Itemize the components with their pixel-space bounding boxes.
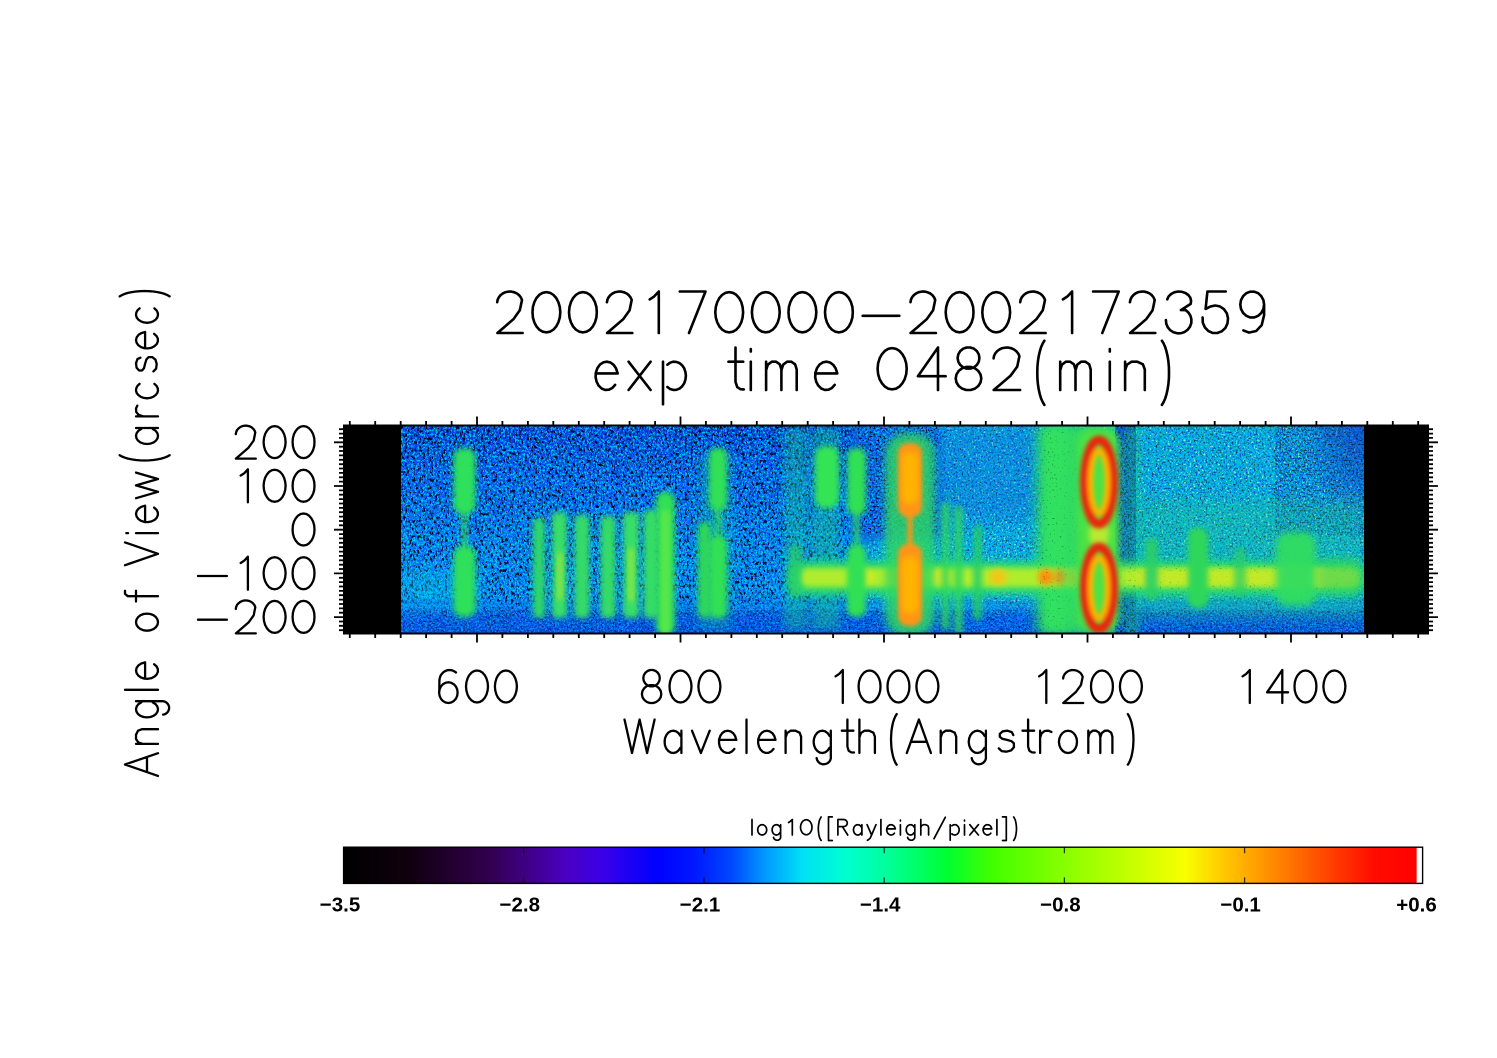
svg-text:−2.8: −2.8	[500, 894, 540, 917]
svg-text:−0.8: −0.8	[1040, 894, 1080, 917]
svg-text:+0.6: +0.6	[1396, 894, 1436, 917]
svg-text:−2.1: −2.1	[680, 894, 720, 917]
svg-text:−0.1: −0.1	[1220, 894, 1260, 917]
svg-text:−1.4: −1.4	[860, 894, 901, 917]
svg-text:−3.5: −3.5	[320, 894, 360, 917]
